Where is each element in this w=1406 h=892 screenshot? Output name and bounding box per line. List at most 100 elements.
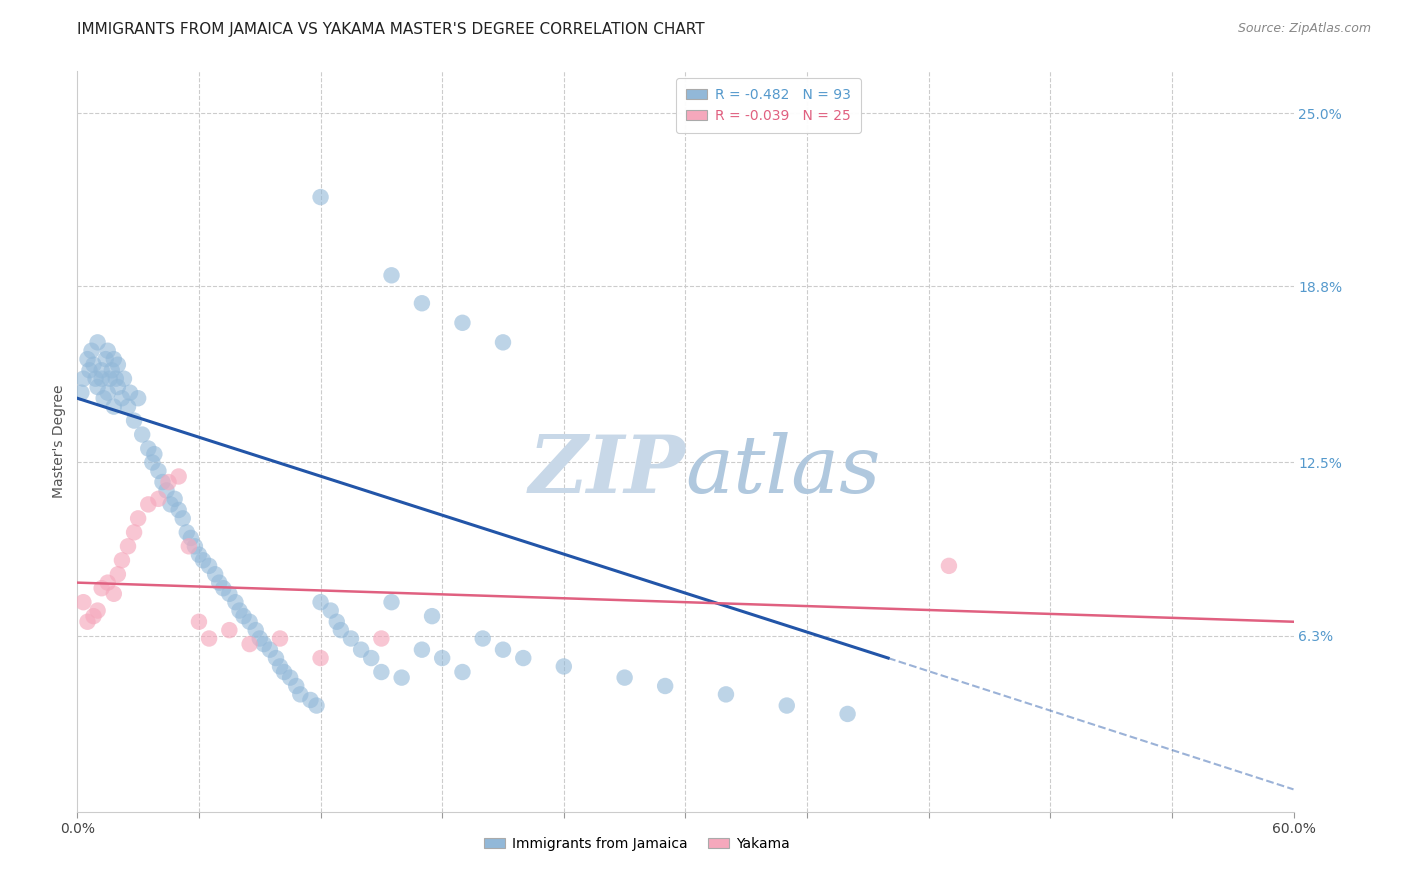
Point xyxy=(122,414,145,428)
Point xyxy=(273,665,295,679)
Point xyxy=(107,380,129,394)
Point xyxy=(654,679,676,693)
Point xyxy=(285,679,308,693)
Point xyxy=(228,603,250,617)
Point xyxy=(188,615,211,629)
Point xyxy=(112,372,135,386)
Point xyxy=(290,687,312,701)
Point xyxy=(152,475,174,489)
Point xyxy=(143,447,166,461)
Point xyxy=(72,595,94,609)
Point xyxy=(136,442,159,456)
Point xyxy=(90,581,112,595)
Point xyxy=(103,352,125,367)
Point xyxy=(83,358,105,372)
Point xyxy=(224,595,246,609)
Point xyxy=(613,671,636,685)
Point xyxy=(148,491,170,506)
Point xyxy=(141,455,163,469)
Point xyxy=(204,567,226,582)
Point xyxy=(391,671,413,685)
Point xyxy=(86,335,108,350)
Point xyxy=(451,316,474,330)
Point xyxy=(411,296,433,310)
Point xyxy=(329,623,352,637)
Point xyxy=(938,558,960,573)
Point xyxy=(148,464,170,478)
Point xyxy=(76,615,98,629)
Point xyxy=(83,609,105,624)
Point xyxy=(159,497,181,511)
Point xyxy=(198,558,221,573)
Text: ZIP: ZIP xyxy=(529,433,686,510)
Point xyxy=(512,651,534,665)
Point xyxy=(380,595,402,609)
Point xyxy=(90,363,112,377)
Point xyxy=(103,400,125,414)
Point xyxy=(411,642,433,657)
Point xyxy=(370,632,392,646)
Point xyxy=(714,687,737,701)
Point xyxy=(136,497,159,511)
Point xyxy=(127,511,149,525)
Y-axis label: Master's Degree: Master's Degree xyxy=(52,384,66,499)
Point xyxy=(370,665,392,679)
Point xyxy=(176,525,198,540)
Point xyxy=(79,363,101,377)
Point xyxy=(172,511,194,525)
Legend: Immigrants from Jamaica, Yakama: Immigrants from Jamaica, Yakama xyxy=(478,831,796,856)
Point xyxy=(239,637,262,651)
Point xyxy=(94,352,117,367)
Point xyxy=(111,553,134,567)
Point xyxy=(76,352,98,367)
Point xyxy=(776,698,799,713)
Point xyxy=(167,469,190,483)
Point xyxy=(163,491,186,506)
Point xyxy=(117,400,139,414)
Point xyxy=(264,651,287,665)
Point xyxy=(218,623,240,637)
Text: Source: ZipAtlas.com: Source: ZipAtlas.com xyxy=(1237,22,1371,36)
Point xyxy=(97,575,120,590)
Point xyxy=(249,632,271,646)
Point xyxy=(72,372,94,386)
Point xyxy=(101,363,124,377)
Point xyxy=(350,642,373,657)
Point xyxy=(212,581,235,595)
Point xyxy=(98,372,121,386)
Point xyxy=(198,632,221,646)
Point xyxy=(155,483,177,498)
Point xyxy=(305,698,328,713)
Point xyxy=(191,553,214,567)
Point xyxy=(837,706,859,721)
Point xyxy=(553,659,575,673)
Point xyxy=(157,475,180,489)
Point xyxy=(253,637,276,651)
Point xyxy=(97,343,120,358)
Point xyxy=(278,671,301,685)
Text: IMMIGRANTS FROM JAMAICA VS YAKAMA MASTER'S DEGREE CORRELATION CHART: IMMIGRANTS FROM JAMAICA VS YAKAMA MASTER… xyxy=(77,22,704,37)
Point xyxy=(117,539,139,553)
Point xyxy=(360,651,382,665)
Point xyxy=(167,503,190,517)
Point xyxy=(97,385,120,400)
Point xyxy=(184,539,207,553)
Point xyxy=(218,587,240,601)
Point xyxy=(70,385,93,400)
Point xyxy=(319,603,342,617)
Point xyxy=(380,268,402,283)
Point xyxy=(90,372,112,386)
Point xyxy=(471,632,494,646)
Point xyxy=(104,372,127,386)
Point xyxy=(118,385,141,400)
Point xyxy=(84,372,107,386)
Point xyxy=(430,651,453,665)
Point xyxy=(208,575,231,590)
Point xyxy=(131,427,153,442)
Text: atlas: atlas xyxy=(686,433,880,510)
Point xyxy=(259,642,281,657)
Point xyxy=(80,343,103,358)
Point xyxy=(103,587,125,601)
Point xyxy=(269,659,291,673)
Point xyxy=(309,595,332,609)
